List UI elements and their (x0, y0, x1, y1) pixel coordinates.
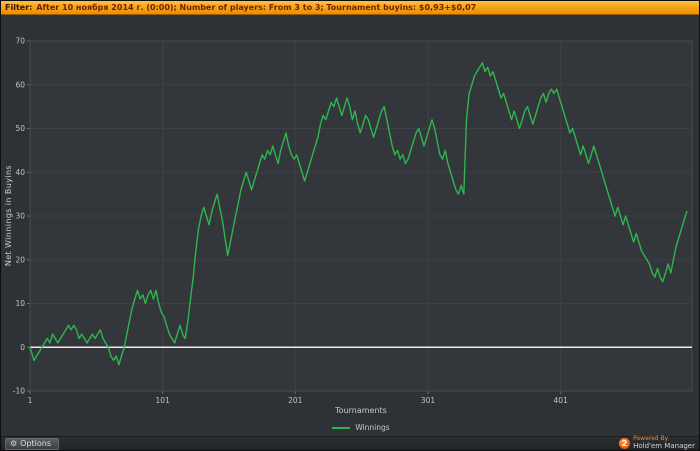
chart-legend: Winnings (30, 423, 692, 432)
svg-text:1: 1 (28, 396, 33, 405)
powered-by-branding: 2 Powered By Hold'em Manager (619, 436, 695, 450)
filter-bar[interactable]: Filter: After 10 ноября 2014 г. (0:00); … (1, 1, 699, 15)
winnings-chart: 70 60 50 40 30 20 10 0 -101 101 201 301 401 (13, 37, 693, 405)
svg-text:301: 301 (421, 396, 436, 405)
winnings-legend-label: Winnings (355, 423, 390, 432)
filter-settings-text: After 10 ноября 2014 г. (0:00); Number o… (36, 3, 477, 12)
status-bar: ⚙ Options 2 Powered By Hold'em Manager (1, 436, 699, 450)
options-button-label: Options (20, 438, 52, 448)
svg-text:30: 30 (15, 212, 25, 221)
x-axis-title: Tournaments (335, 406, 387, 415)
svg-text:101: 101 (156, 396, 171, 405)
chart-region: 70 60 50 40 30 20 10 0 -10 1 101 201 301 401 Net Winn… (1, 15, 699, 438)
svg-text:10: 10 (15, 299, 25, 308)
svg-text:401: 401 (554, 396, 569, 405)
y-axis-title-text: Net Winnings in Buyins (4, 165, 13, 267)
svg-text:40: 40 (15, 168, 25, 177)
svg-text:201: 201 (288, 396, 303, 405)
holdem-manager-label: Hold'em Manager (633, 441, 695, 450)
winnings-legend-line-icon (332, 426, 351, 429)
gear-icon: ⚙ (10, 438, 18, 448)
svg-text:0: 0 (20, 343, 25, 352)
y-axis-title: Net Winnings in Buyins (2, 41, 15, 391)
options-button[interactable]: ⚙ Options (5, 437, 60, 450)
svg-text:20: 20 (15, 255, 25, 264)
hm2-logo-icon: 2 (619, 438, 631, 449)
svg-text:-10: -10 (13, 387, 25, 396)
svg-text:70: 70 (15, 37, 25, 46)
svg-text:50: 50 (15, 124, 25, 133)
filter-label: Filter: (5, 3, 33, 12)
svg-text:60: 60 (15, 80, 25, 89)
powered-by-label: Powered By (633, 435, 669, 443)
